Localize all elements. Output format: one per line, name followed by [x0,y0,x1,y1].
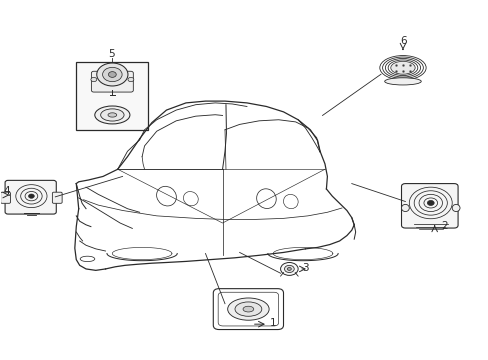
Ellipse shape [243,306,253,312]
FancyBboxPatch shape [401,184,457,228]
Circle shape [284,265,294,273]
Ellipse shape [227,298,268,320]
FancyBboxPatch shape [0,192,10,203]
Circle shape [280,262,298,275]
Ellipse shape [101,109,124,121]
Text: 1: 1 [269,318,276,328]
FancyBboxPatch shape [52,192,62,203]
Text: 6: 6 [400,36,407,46]
Circle shape [102,67,122,82]
Circle shape [427,201,433,206]
Circle shape [97,63,128,86]
Text: 5: 5 [108,49,115,59]
Ellipse shape [390,61,414,74]
Ellipse shape [451,204,459,212]
Circle shape [108,72,116,77]
Text: 4: 4 [3,186,10,195]
FancyBboxPatch shape [91,71,133,92]
Text: 3: 3 [302,263,308,273]
Ellipse shape [384,78,420,85]
Circle shape [128,77,134,82]
FancyBboxPatch shape [5,180,56,214]
Ellipse shape [108,113,117,117]
Text: 2: 2 [440,221,447,231]
Ellipse shape [235,302,261,316]
Ellipse shape [401,204,408,212]
Ellipse shape [95,106,130,124]
Circle shape [91,77,97,82]
Circle shape [287,267,291,270]
Bar [76,62,148,130]
Circle shape [28,194,34,198]
